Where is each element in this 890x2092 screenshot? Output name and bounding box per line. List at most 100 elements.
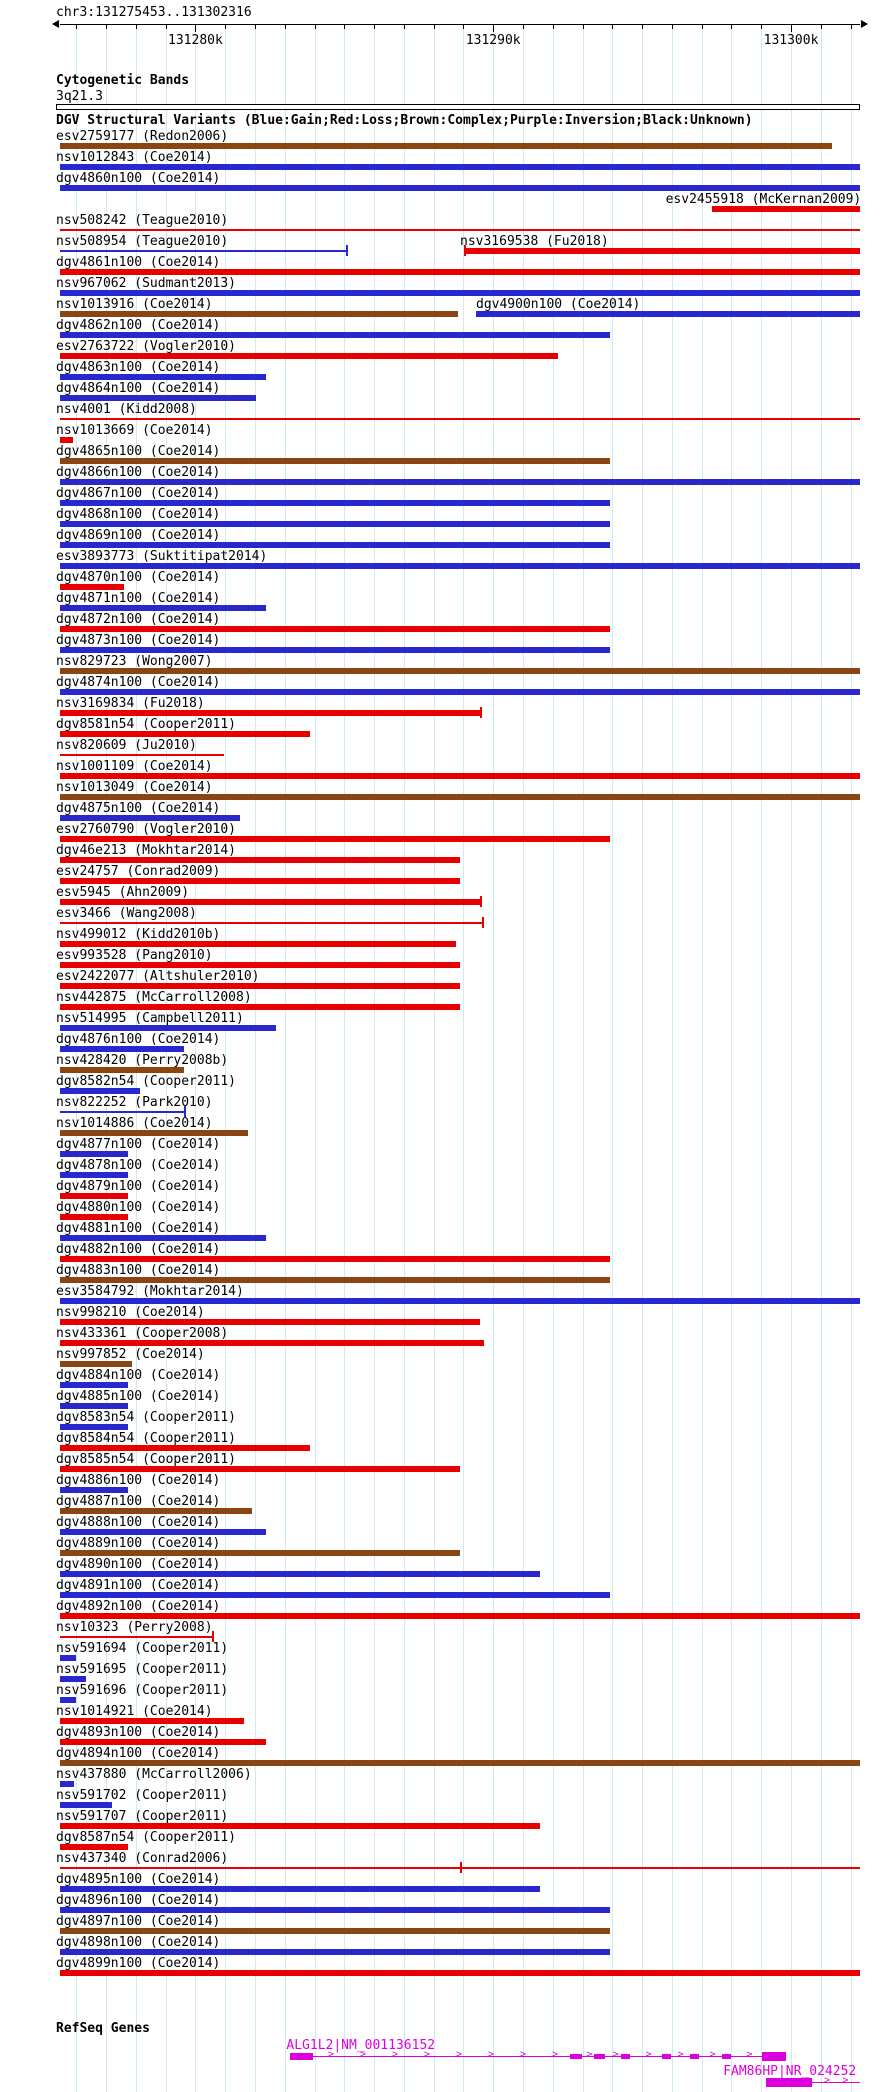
- variant-label[interactable]: dgv4873n100 (Coe2014): [56, 633, 221, 648]
- variant-label[interactable]: dgv4896n100 (Coe2014): [56, 1893, 221, 1908]
- variant-label[interactable]: dgv4868n100 (Coe2014): [56, 507, 221, 522]
- variant-label[interactable]: nsv822252 (Park2010): [56, 1095, 213, 1110]
- variant-bar[interactable]: [60, 1151, 128, 1157]
- variant-label[interactable]: dgv4886n100 (Coe2014): [56, 1473, 221, 1488]
- variant-bar[interactable]: [60, 1403, 128, 1409]
- variant-bar[interactable]: [60, 1445, 310, 1451]
- variant-label[interactable]: dgv4865n100 (Coe2014): [56, 444, 221, 459]
- variant-label[interactable]: dgv4878n100 (Coe2014): [56, 1158, 221, 1173]
- variant-label[interactable]: nsv3169538 (Fu2018): [460, 234, 609, 249]
- variant-bar[interactable]: [60, 479, 860, 485]
- variant-label[interactable]: dgv4885n100 (Coe2014): [56, 1389, 221, 1404]
- variant-label[interactable]: dgv4877n100 (Coe2014): [56, 1137, 221, 1152]
- variant-bar[interactable]: [60, 1111, 184, 1113]
- gene-exon[interactable]: [620, 2054, 631, 2059]
- variant-bar[interactable]: [60, 1319, 480, 1325]
- variant-bar[interactable]: [464, 248, 860, 254]
- variant-label[interactable]: dgv4875n100 (Coe2014): [56, 801, 221, 816]
- variant-bar[interactable]: [60, 1592, 611, 1598]
- variant-label[interactable]: nsv1014921 (Coe2014): [56, 1704, 213, 1719]
- variant-label[interactable]: nsv437340 (Conrad2006): [56, 1851, 229, 1866]
- variant-label[interactable]: dgv4884n100 (Coe2014): [56, 1368, 221, 1383]
- gene-exon[interactable]: [290, 2053, 313, 2060]
- variant-bar[interactable]: [60, 229, 860, 231]
- variant-bar[interactable]: [60, 311, 458, 317]
- variant-label[interactable]: nsv442875 (McCarroll2008): [56, 990, 252, 1005]
- variant-bar[interactable]: [60, 1004, 460, 1010]
- variant-bar[interactable]: [60, 754, 224, 756]
- variant-label[interactable]: dgv4876n100 (Coe2014): [56, 1032, 221, 1047]
- gene-intron-line[interactable]: [766, 2082, 860, 2083]
- variant-label[interactable]: dgv4898n100 (Coe2014): [56, 1935, 221, 1950]
- variant-bar[interactable]: [60, 143, 832, 149]
- variant-label[interactable]: nsv1012843 (Coe2014): [56, 150, 213, 165]
- gene-exon[interactable]: [594, 2054, 605, 2059]
- variant-bar[interactable]: [60, 1088, 140, 1094]
- variant-bar[interactable]: [60, 794, 860, 800]
- variant-bar[interactable]: [60, 563, 860, 569]
- variant-label[interactable]: dgv4860n100 (Coe2014): [56, 171, 221, 186]
- variant-label[interactable]: nsv1014886 (Coe2014): [56, 1116, 213, 1131]
- variant-bar[interactable]: [60, 1067, 184, 1073]
- variant-label[interactable]: nsv3169834 (Fu2018): [56, 696, 205, 711]
- variant-bar[interactable]: [60, 1214, 128, 1220]
- variant-bar[interactable]: [60, 1529, 267, 1535]
- gene-exon[interactable]: [761, 2052, 787, 2061]
- variant-bar[interactable]: [60, 962, 460, 968]
- variant-bar[interactable]: [60, 521, 611, 527]
- variant-bar[interactable]: [60, 710, 480, 716]
- variant-label[interactable]: dgv8583n54 (Cooper2011): [56, 1410, 237, 1425]
- variant-bar[interactable]: [60, 1844, 128, 1850]
- variant-label[interactable]: nsv591696 (Cooper2011): [56, 1683, 229, 1698]
- variant-label[interactable]: dgv4874n100 (Coe2014): [56, 675, 221, 690]
- variant-bar[interactable]: [60, 332, 611, 338]
- variant-label[interactable]: dgv4861n100 (Coe2014): [56, 255, 221, 270]
- variant-bar[interactable]: [60, 1781, 75, 1787]
- gene-exon[interactable]: [721, 2054, 732, 2059]
- variant-label[interactable]: dgv8587n54 (Cooper2011): [56, 1830, 237, 1845]
- variant-label[interactable]: esv2422077 (Altshuler2010): [56, 969, 260, 984]
- variant-label[interactable]: dgv4870n100 (Coe2014): [56, 570, 221, 585]
- variant-bar[interactable]: [60, 1298, 860, 1304]
- variant-label[interactable]: dgv4888n100 (Coe2014): [56, 1515, 221, 1530]
- variant-label[interactable]: nsv508242 (Teague2010): [56, 213, 229, 228]
- variant-label[interactable]: nsv433361 (Cooper2008): [56, 1326, 229, 1341]
- variant-bar[interactable]: [60, 836, 611, 842]
- variant-bar[interactable]: [60, 1277, 611, 1283]
- variant-label[interactable]: nsv997852 (Coe2014): [56, 1347, 205, 1362]
- variant-bar[interactable]: [60, 605, 267, 611]
- variant-label[interactable]: nsv499012 (Kidd2010b): [56, 927, 221, 942]
- variant-label[interactable]: dgv4883n100 (Coe2014): [56, 1263, 221, 1278]
- gene-label[interactable]: FAM86HP|NR_024252: [723, 2064, 857, 2079]
- variant-label[interactable]: dgv4891n100 (Coe2014): [56, 1578, 221, 1593]
- variant-bar[interactable]: [476, 311, 860, 317]
- gene-exon[interactable]: [689, 2054, 700, 2059]
- variant-label[interactable]: dgv4895n100 (Coe2014): [56, 1872, 221, 1887]
- variant-bar[interactable]: [60, 269, 860, 275]
- variant-label[interactable]: esv24757 (Conrad2009): [56, 864, 221, 879]
- variant-bar[interactable]: [60, 290, 860, 296]
- variant-label[interactable]: nsv1001109 (Coe2014): [56, 759, 213, 774]
- variant-label[interactable]: esv993528 (Pang2010): [56, 948, 213, 963]
- variant-label[interactable]: nsv967062 (Sudmant2013): [56, 276, 237, 291]
- variant-label[interactable]: dgv4866n100 (Coe2014): [56, 465, 221, 480]
- variant-label[interactable]: nsv591695 (Cooper2011): [56, 1662, 229, 1677]
- variant-label[interactable]: dgv4881n100 (Coe2014): [56, 1221, 221, 1236]
- variant-label[interactable]: esv3466 (Wang2008): [56, 906, 197, 921]
- variant-bar[interactable]: [60, 374, 267, 380]
- gene-exon[interactable]: [661, 2054, 672, 2059]
- variant-bar[interactable]: [60, 1382, 128, 1388]
- variant-bar[interactable]: [60, 1907, 611, 1913]
- variant-bar[interactable]: [60, 1697, 76, 1703]
- variant-bar[interactable]: [60, 1823, 540, 1829]
- variant-label[interactable]: nsv591702 (Cooper2011): [56, 1788, 229, 1803]
- variant-label[interactable]: dgv8582n54 (Cooper2011): [56, 1074, 237, 1089]
- variant-label[interactable]: nsv591694 (Cooper2011): [56, 1641, 229, 1656]
- variant-label[interactable]: esv3893773 (Suktitipat2014): [56, 549, 268, 564]
- variant-label[interactable]: dgv8585n54 (Cooper2011): [56, 1452, 237, 1467]
- variant-bar[interactable]: [60, 878, 460, 884]
- variant-label[interactable]: nsv998210 (Coe2014): [56, 1305, 205, 1320]
- variant-label[interactable]: esv2760790 (Vogler2010): [56, 822, 237, 837]
- variant-label[interactable]: nsv10323 (Perry2008): [56, 1620, 213, 1635]
- variant-bar[interactable]: [60, 1046, 184, 1052]
